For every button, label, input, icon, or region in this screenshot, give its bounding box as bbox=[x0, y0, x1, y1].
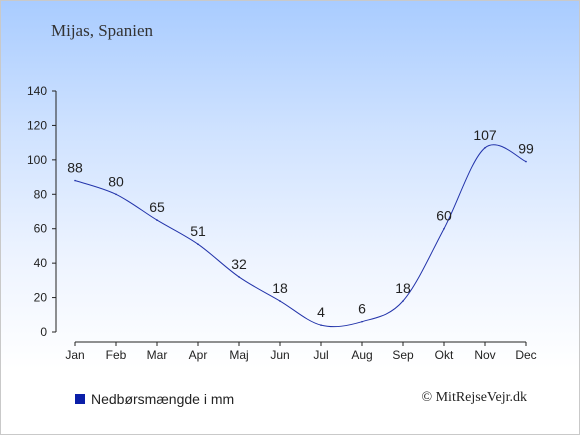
y-tick-label: 40 bbox=[34, 256, 48, 270]
data-label: 51 bbox=[190, 223, 206, 239]
data-point bbox=[115, 193, 117, 196]
data-label: 6 bbox=[358, 301, 366, 317]
y-tick-label: 140 bbox=[27, 84, 47, 98]
data-label: 4 bbox=[317, 304, 325, 320]
data-label: 107 bbox=[473, 127, 497, 143]
data-point bbox=[279, 300, 281, 302]
legend: Nedbørsmængde i mm bbox=[75, 391, 234, 407]
data-point bbox=[525, 160, 527, 163]
data-label: 65 bbox=[149, 199, 165, 215]
x-tick-label: Jul bbox=[313, 348, 328, 362]
x-tick-label: Okt bbox=[435, 348, 454, 362]
data-label: 32 bbox=[231, 256, 247, 272]
y-tick-label: 100 bbox=[27, 153, 47, 167]
y-tick-label: 0 bbox=[40, 325, 47, 339]
x-tick-label: Aug bbox=[351, 348, 372, 362]
data-label: 60 bbox=[436, 208, 452, 224]
data-label: 18 bbox=[395, 280, 411, 296]
data-label: 99 bbox=[518, 141, 534, 157]
series-line bbox=[74, 144, 527, 328]
data-point bbox=[320, 324, 322, 326]
data-point bbox=[443, 227, 445, 230]
x-tick-label: Apr bbox=[189, 348, 208, 362]
data-point bbox=[484, 147, 486, 149]
data-point bbox=[238, 276, 240, 278]
x-tick-label: Feb bbox=[106, 348, 127, 362]
y-tick-label: 20 bbox=[34, 291, 48, 305]
data-label: 18 bbox=[272, 280, 288, 296]
data-label: 80 bbox=[108, 173, 124, 189]
location-title: Mijas, Spanien bbox=[51, 21, 153, 40]
legend-swatch bbox=[75, 394, 85, 404]
data-point bbox=[402, 300, 404, 302]
data-point bbox=[197, 243, 199, 246]
data-point bbox=[74, 179, 76, 182]
data-label: 88 bbox=[67, 160, 83, 176]
legend-label: Nedbørsmængde i mm bbox=[91, 391, 235, 407]
data-point bbox=[156, 219, 158, 221]
copyright-notice: © MitRejseVejr.dk bbox=[421, 390, 527, 405]
x-tick-label: Jan bbox=[65, 348, 84, 362]
x-tick-label: Maj bbox=[229, 348, 248, 362]
x-tick-label: Nov bbox=[474, 348, 495, 362]
data-point bbox=[361, 320, 363, 323]
x-tick-label: Jun bbox=[270, 348, 289, 362]
x-tick-label: Sep bbox=[392, 348, 414, 362]
y-tick-label: 60 bbox=[34, 222, 48, 236]
y-tick-label: 120 bbox=[27, 118, 47, 132]
y-tick-label: 80 bbox=[34, 187, 48, 201]
x-tick-label: Mar bbox=[147, 348, 168, 362]
x-tick-label: Dec bbox=[515, 348, 536, 362]
